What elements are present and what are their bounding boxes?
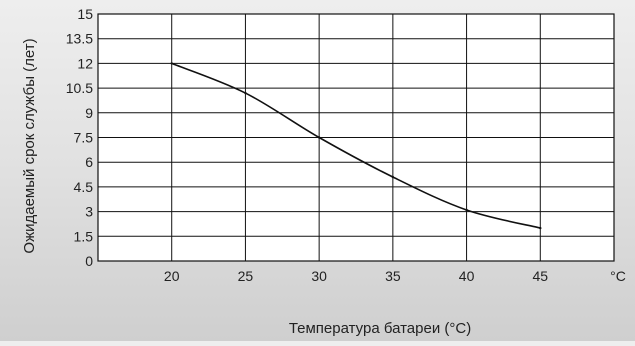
- tick-labels: 0 1.5 3 4.5 6 7.5 9 10.5 12 13.5 15 20 25 30 35 40 45: [66, 6, 549, 284]
- y-tick-label: 4.5: [74, 179, 94, 195]
- x-tick-label: 25: [238, 268, 254, 284]
- x-tick-label: 35: [385, 268, 401, 284]
- data-point: [244, 91, 247, 95]
- x-tick-label: 30: [311, 268, 327, 284]
- data-point: [465, 208, 468, 212]
- x-tick-label: 40: [459, 268, 475, 284]
- y-tick-label: 12: [77, 55, 93, 71]
- y-tick-label: 1.5: [74, 228, 94, 244]
- data-point: [317, 136, 321, 139]
- plot-border: [97, 13, 615, 262]
- y-tick-label: 15: [77, 6, 93, 22]
- grid: [97, 13, 615, 262]
- y-tick-label: 9: [85, 105, 93, 121]
- y-tick-label: 6: [85, 154, 93, 170]
- series-line-0: [171, 62, 541, 229]
- x-tick-label: 45: [532, 268, 548, 284]
- y-tick-label: 3: [85, 204, 93, 220]
- x-axis-label: Температура батареи (°C): [289, 320, 471, 337]
- x-tick-label: 20: [164, 268, 180, 284]
- y-tick-label: 0: [85, 253, 93, 269]
- x-unit-label: °C: [610, 268, 626, 284]
- y-tick-label: 13.5: [66, 31, 93, 47]
- data-point: [539, 226, 542, 230]
- y-tick-label: 7.5: [74, 130, 94, 146]
- series-layer: [170, 62, 542, 230]
- y-tick-label: 10.5: [66, 80, 93, 96]
- y-axis-label: Ожидаемый срок службы (лет): [21, 38, 38, 253]
- data-point: [170, 62, 173, 65]
- data-point: [391, 175, 395, 179]
